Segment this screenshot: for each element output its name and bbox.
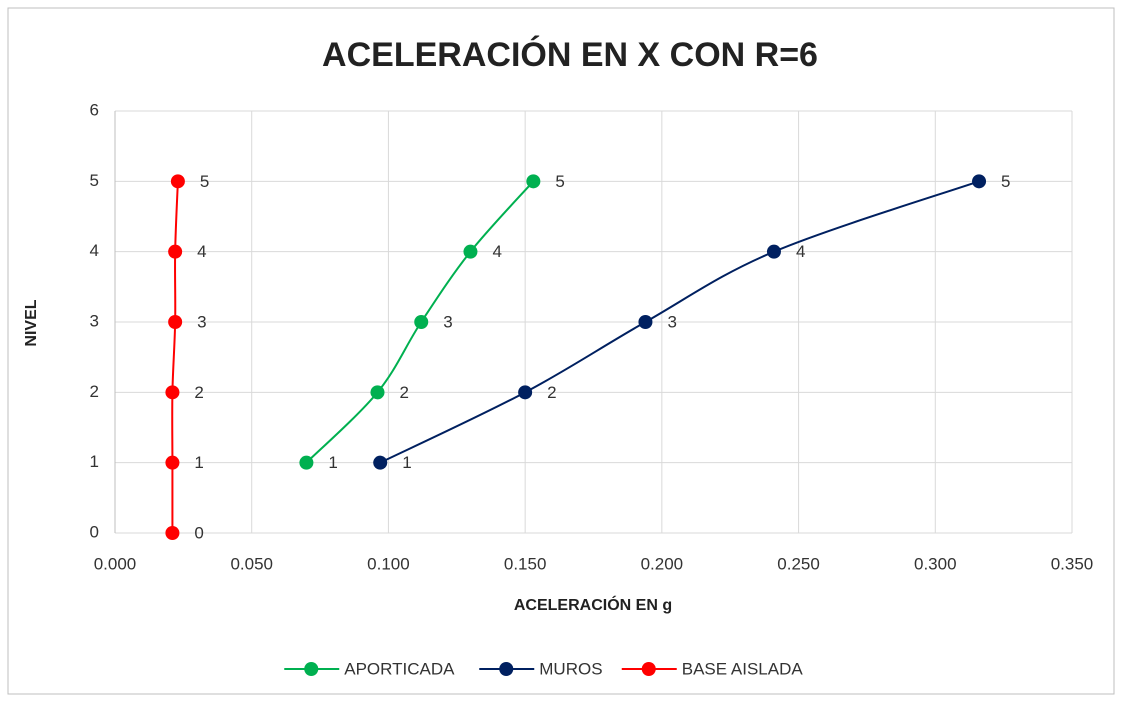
y-tick-label: 5 — [90, 171, 99, 190]
x-tick-label: 0.100 — [367, 554, 410, 573]
legend-marker — [641, 662, 656, 676]
data-point — [518, 385, 533, 400]
data-point — [373, 455, 388, 470]
y-tick-label: 6 — [90, 100, 99, 119]
data-point — [638, 315, 653, 329]
y-axis-label: NIVEL — [23, 299, 40, 346]
y-tick-label: 2 — [90, 382, 99, 401]
data-point — [170, 174, 185, 189]
data-label: 1 — [194, 453, 203, 472]
data-label: 3 — [667, 312, 676, 331]
data-point — [299, 455, 314, 470]
data-point — [766, 244, 781, 259]
data-point — [414, 315, 429, 329]
data-label: 5 — [1001, 172, 1010, 191]
data-label: 2 — [399, 383, 408, 402]
legend-label: MUROS — [539, 659, 602, 678]
data-point — [165, 455, 180, 470]
data-label: 3 — [443, 312, 452, 331]
data-point — [165, 526, 180, 540]
x-tick-label: 0.050 — [230, 554, 273, 573]
x-tick-label: 0.150 — [504, 554, 547, 573]
y-tick-label: 0 — [90, 522, 99, 541]
chart-border — [7, 7, 1115, 695]
y-tick-label: 4 — [90, 241, 99, 260]
x-tick-label: 0.300 — [914, 554, 957, 573]
data-label: 2 — [194, 383, 203, 402]
data-label: 5 — [200, 172, 209, 191]
data-label: 1 — [402, 453, 411, 472]
data-point — [463, 244, 478, 259]
data-label: 0 — [194, 523, 203, 542]
data-point — [165, 385, 180, 400]
x-tick-label: 0.200 — [641, 554, 684, 573]
data-label: 2 — [547, 383, 556, 402]
legend-marker — [304, 662, 319, 676]
chart-title: ACELERACIÓN EN X CON R=6 — [322, 36, 818, 74]
data-label: 4 — [796, 242, 805, 261]
data-label: 5 — [555, 172, 564, 191]
data-point — [168, 244, 183, 259]
legend-label: APORTICADA — [344, 659, 455, 678]
data-label: 4 — [197, 242, 206, 261]
data-point — [526, 174, 541, 189]
y-tick-label: 3 — [90, 311, 99, 330]
data-point — [972, 174, 987, 189]
x-tick-label: 0.000 — [94, 554, 137, 573]
legend-marker — [499, 662, 514, 676]
data-label: 4 — [492, 242, 501, 261]
legend-label: BASE AISLADA — [682, 659, 804, 678]
data-label: 3 — [197, 312, 206, 331]
x-tick-label: 0.250 — [777, 554, 820, 573]
data-point — [370, 385, 385, 400]
x-axis-label: ACELERACIÓN EN g — [514, 595, 672, 614]
x-tick-label: 0.350 — [1051, 554, 1094, 573]
y-tick-label: 1 — [90, 452, 99, 471]
data-label: 1 — [328, 453, 337, 472]
data-point — [168, 315, 183, 329]
